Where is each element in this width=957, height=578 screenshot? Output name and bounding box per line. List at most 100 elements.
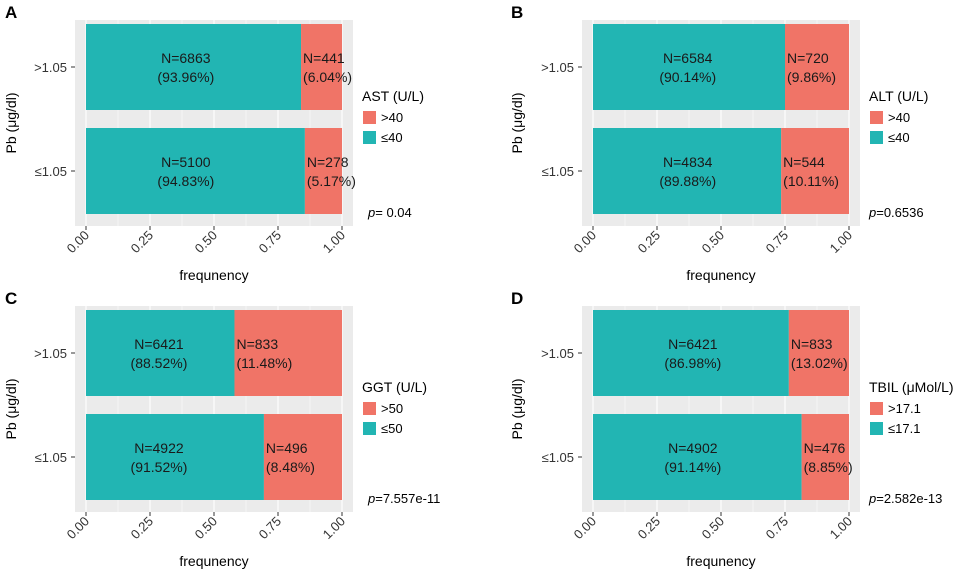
bar-a-row2-low xyxy=(86,128,305,214)
x-tick-label: 0.25 xyxy=(635,514,664,543)
p-value-number: =7.557e-11 xyxy=(375,491,440,506)
x-tick-label: 1.00 xyxy=(320,514,349,543)
legend-label-low: ≤17.1 xyxy=(888,421,920,436)
bar-c-row2-high xyxy=(263,414,342,500)
x-tick-label: 1.00 xyxy=(320,228,349,257)
legend-title: TBIL (μMol/L) xyxy=(869,379,954,395)
bar-label-a-row2-high-count: N=278 xyxy=(307,154,349,170)
bar-label-a-row1-low-count: N=6863 xyxy=(161,50,211,66)
p-value-a: p= 0.04 xyxy=(367,205,412,220)
bar-c-row1-high xyxy=(234,310,342,396)
y-axis-title: Pb (μg/dl) xyxy=(509,93,525,154)
legend-key-high xyxy=(363,402,376,415)
bar-label-b-row2-high-pct: (10.11%) xyxy=(783,173,839,189)
bar-label-b-row1-low-count: N=6584 xyxy=(663,50,713,66)
bar-c-row2-low xyxy=(86,414,264,500)
bar-label-d-row2-high-pct: (8.85%) xyxy=(804,459,853,475)
bar-label-d-row1-low-pct: (86.98%) xyxy=(664,355,721,371)
x-tick-label: 1.00 xyxy=(827,228,856,257)
x-tick-label: 0.25 xyxy=(128,514,157,543)
x-axis-title: frequnency xyxy=(686,267,755,283)
bar-label-c-row2-high-count: N=496 xyxy=(266,440,308,456)
legend-key-high xyxy=(363,111,376,124)
bar-b-row2-low xyxy=(593,128,782,214)
legend-d: TBIL (μMol/L) >17.1 ≤17.1 xyxy=(869,379,954,436)
p-value-c: p=7.557e-11 xyxy=(367,491,440,506)
legend-key-high xyxy=(870,402,883,415)
y-axis-title: Pb (μg/dl) xyxy=(3,93,19,154)
legend-title: GGT (U/L) xyxy=(362,379,427,395)
x-tick-label: 0.00 xyxy=(571,228,600,257)
panel-d: N=6421 (86.98%) N=833 (13.02%) >1.05 N=4902 (9… xyxy=(509,289,954,569)
x-tick-label: 0.75 xyxy=(763,514,792,543)
x-tick-label: 0.50 xyxy=(192,228,221,257)
y-tick-label: >1.05 xyxy=(34,60,67,75)
p-value-b: p=0.6536 xyxy=(868,205,924,220)
bar-label-a-row2-low-count: N=5100 xyxy=(161,154,211,170)
bar-d-row2-high xyxy=(801,414,849,500)
bar-c-row1-low xyxy=(86,310,235,396)
legend-label-high: >50 xyxy=(381,401,403,416)
x-tick-label: 0.00 xyxy=(64,514,93,543)
y-tick-label: ≤1.05 xyxy=(542,164,574,179)
p-value-symbol: p xyxy=(367,491,375,506)
legend-b: ALT (U/L) >40 ≤40 xyxy=(869,88,928,145)
bar-d-row1-high xyxy=(788,310,849,396)
panel-a: N=6863 (93.96%) N=441 (6.04%) >1.05 N=5100 (94… xyxy=(3,3,424,283)
y-tick-label: ≤1.05 xyxy=(35,450,67,465)
bar-b-row1-high xyxy=(785,24,849,110)
legend-c: GGT (U/L) >50 ≤50 xyxy=(362,379,427,436)
bar-b-row2-high xyxy=(781,128,849,214)
legend-label-low: ≤50 xyxy=(381,421,403,436)
p-value-d: p=2.582e-13 xyxy=(868,491,942,506)
legend-key-low xyxy=(870,131,883,144)
bar-label-b-row2-low-pct: (89.88%) xyxy=(659,173,716,189)
bar-label-d-row1-high-pct: (13.02%) xyxy=(791,355,848,371)
bar-label-b-row2-high-count: N=544 xyxy=(783,154,825,170)
bar-label-d-row2-low-pct: (91.14%) xyxy=(664,459,721,475)
panel-b: N=6584 (90.14%) N=720 (9.86%) >1.05 N=4834 (89… xyxy=(509,3,928,283)
bar-label-c-row2-low-count: N=4922 xyxy=(134,440,184,456)
legend-label-high: >40 xyxy=(888,110,910,125)
x-tick-label: 0.50 xyxy=(699,514,728,543)
panel-letter: A xyxy=(5,3,17,22)
x-axis-title: frequnency xyxy=(179,553,248,569)
panel-c: N=6421 (88.52%) N=833 (11.48%) >1.05 N=4922 (9… xyxy=(3,289,440,569)
y-tick-label: >1.05 xyxy=(541,60,574,75)
p-value-number: =0.6536 xyxy=(876,205,923,220)
bar-a-row1-low xyxy=(86,24,302,110)
bar-label-b-row2-low-count: N=4834 xyxy=(663,154,713,170)
x-tick-label: 0.50 xyxy=(699,228,728,257)
bar-label-c-row2-high-pct: (8.48%) xyxy=(266,459,315,475)
bar-label-c-row1-high-pct: (11.48%) xyxy=(236,355,292,371)
bar-a-row2-high xyxy=(304,128,342,214)
bar-label-c-row1-high-count: N=833 xyxy=(236,336,278,352)
bar-label-a-row1-low-pct: (93.96%) xyxy=(157,69,214,85)
bar-label-a-row1-high-pct: (6.04%) xyxy=(303,69,352,85)
legend-key-high xyxy=(870,111,883,124)
x-tick-label: 0.75 xyxy=(256,514,285,543)
bar-label-d-row1-high-count: N=833 xyxy=(791,336,833,352)
x-tick-label: 0.00 xyxy=(64,228,93,257)
x-tick-label: 0.25 xyxy=(128,228,157,257)
bar-label-c-row1-low-count: N=6421 xyxy=(134,336,184,352)
x-tick-label: 1.00 xyxy=(827,514,856,543)
panel-letter: D xyxy=(511,289,523,308)
bar-label-a-row1-high-count: N=441 xyxy=(303,50,345,66)
bar-label-b-row1-low-pct: (90.14%) xyxy=(659,69,716,85)
bar-label-a-row2-low-pct: (94.83%) xyxy=(157,173,214,189)
legend-key-low xyxy=(363,422,376,435)
bar-label-b-row1-high-pct: (9.86%) xyxy=(787,69,836,85)
bar-label-a-row2-high-pct: (5.17%) xyxy=(307,173,356,189)
bar-label-d-row2-high-count: N=476 xyxy=(804,440,846,456)
p-value-symbol: p xyxy=(868,205,876,220)
panel-letter: C xyxy=(5,289,17,308)
p-value-number: = 0.04 xyxy=(375,205,412,220)
bar-d-row2-low xyxy=(593,414,802,500)
legend-title: AST (U/L) xyxy=(362,88,424,104)
bar-b-row1-low xyxy=(593,24,785,110)
legend-label-low: ≤40 xyxy=(888,130,910,145)
bar-label-d-row2-low-count: N=4902 xyxy=(668,440,718,456)
